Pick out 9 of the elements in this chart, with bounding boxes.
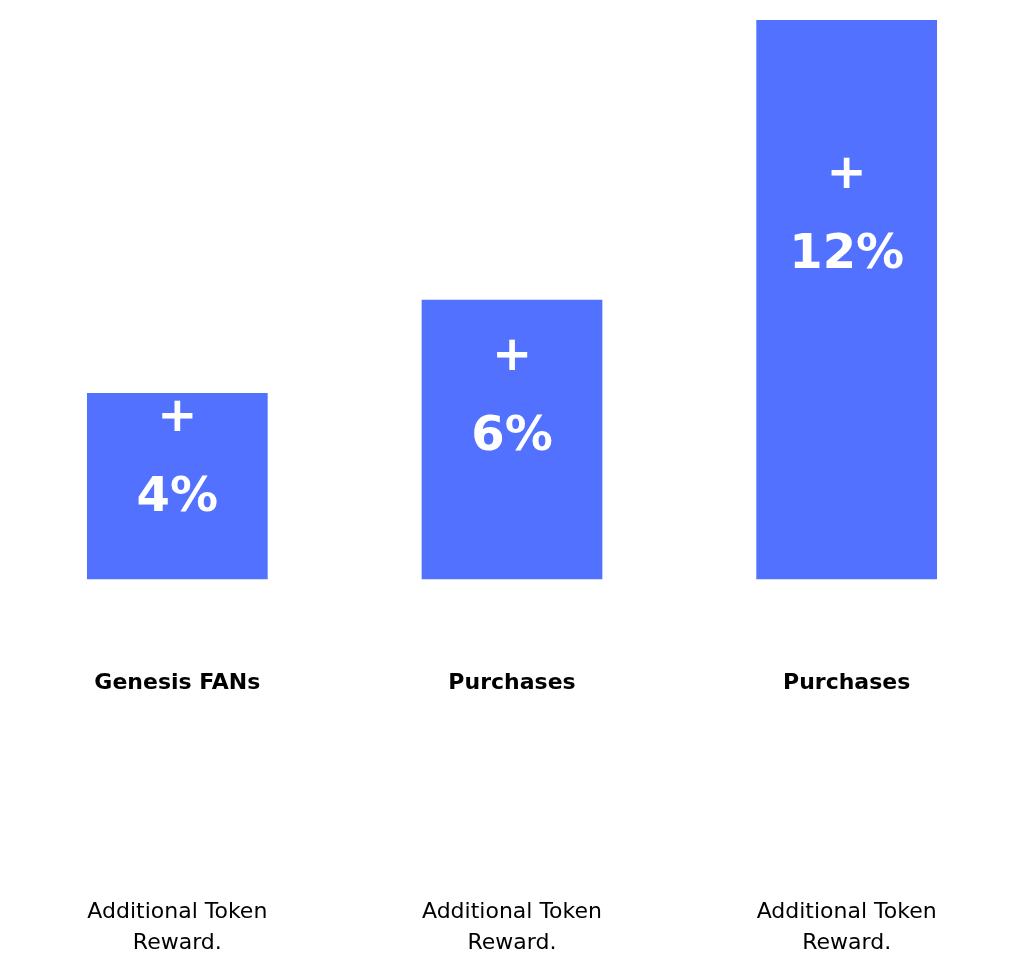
text: Additional Token Reward. [421, 897, 603, 954]
text: Additional Token Reward. [87, 897, 268, 954]
x-tick-label: Genesis FANs [94, 668, 261, 694]
data-label: + 4% [136, 385, 219, 522]
data-label: + 6% [471, 325, 553, 462]
text: Additional Token Reward. [756, 897, 937, 954]
x-tick-label: Purchases [448, 668, 576, 694]
x-tick-label: Purchases [783, 668, 911, 694]
data-label: + 12% [789, 143, 905, 280]
